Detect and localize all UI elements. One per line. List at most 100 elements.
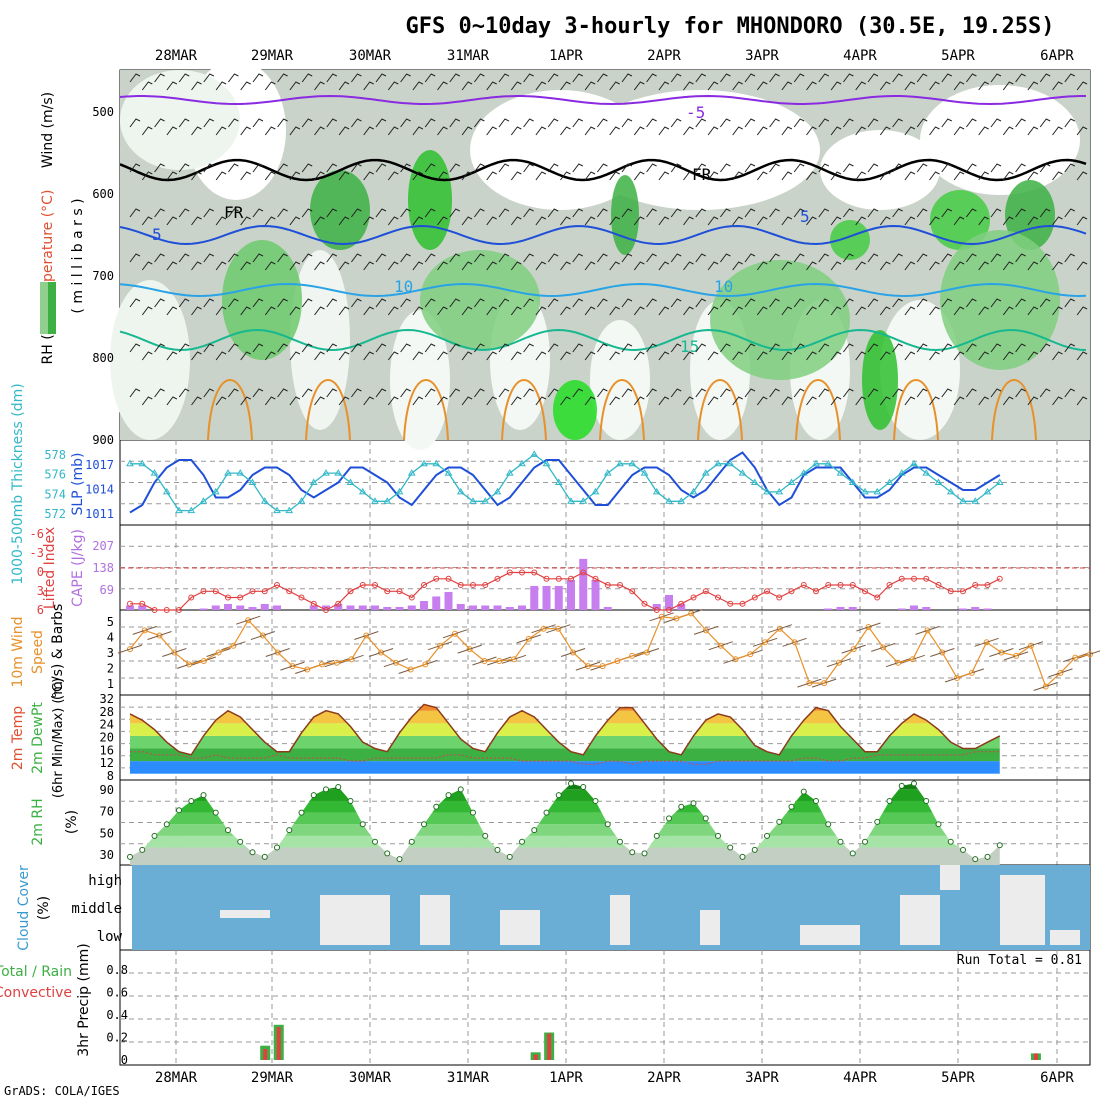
wind-barb	[338, 171, 350, 181]
wind-barb	[301, 253, 313, 263]
wind-barb	[363, 81, 374, 91]
wind-barb	[1076, 306, 1088, 316]
wind-barb	[781, 306, 793, 316]
li-point	[310, 600, 317, 607]
wind-barb	[781, 81, 793, 91]
wind-point	[776, 625, 783, 632]
li-point	[776, 594, 783, 601]
wind-barb	[720, 163, 731, 173]
rh-point	[580, 783, 587, 790]
wind-barb	[756, 216, 768, 226]
wind-barb	[892, 298, 903, 308]
wind-barb	[523, 388, 534, 398]
date-label-top: 6APR	[1040, 48, 1074, 64]
rh-point	[372, 838, 378, 845]
wind-barb	[314, 351, 325, 361]
wind-barb	[867, 163, 879, 173]
wind-barb	[695, 163, 707, 173]
wind-barb	[277, 388, 288, 398]
tick-upper: 900	[92, 433, 114, 447]
wind-barb	[129, 208, 141, 218]
rh-point	[261, 853, 268, 860]
tick-li: -3	[30, 546, 44, 560]
wind-barb	[830, 351, 842, 361]
wind-barb	[523, 208, 534, 218]
upper-light-region	[110, 280, 190, 440]
wind-barb	[129, 73, 141, 83]
wind-barb	[264, 261, 276, 271]
wind-barb	[387, 216, 399, 226]
thickness-point	[297, 497, 306, 504]
li-point	[335, 600, 342, 607]
wind-barb	[129, 253, 141, 263]
wind-barb	[744, 388, 756, 398]
thickness-point	[530, 450, 539, 457]
wind-barb	[892, 388, 903, 398]
wind-barb	[314, 171, 325, 181]
wind-barb	[437, 171, 448, 181]
wind-barb	[830, 171, 842, 181]
wind-barb	[1002, 261, 1014, 271]
rh-point	[800, 788, 807, 795]
wind-barb	[301, 298, 313, 308]
wind-barb	[301, 163, 313, 173]
wind-barb	[843, 298, 854, 308]
wind-barb	[843, 163, 854, 173]
wind-barb	[867, 118, 879, 128]
wind-barb	[289, 351, 301, 361]
wind-barb	[264, 171, 276, 181]
wind-barb	[867, 73, 879, 83]
wind-barb	[560, 351, 571, 361]
wind-barb	[1027, 171, 1039, 181]
wind-barb	[941, 73, 953, 83]
wind-barb	[215, 216, 227, 226]
wind-barb	[178, 298, 190, 308]
tick-rh: 50	[100, 826, 114, 840]
li-point	[788, 588, 795, 595]
rh-point	[506, 853, 513, 860]
wind-barb	[953, 171, 965, 181]
contour-20	[501, 379, 547, 441]
wind-barb	[683, 261, 694, 271]
tick-temp: 12	[100, 756, 114, 770]
wind-barb	[289, 216, 301, 226]
wind-barb	[695, 208, 707, 218]
wind-barb	[178, 208, 190, 218]
rh-point	[996, 842, 1003, 849]
wind-barb	[646, 298, 657, 308]
wind-barb	[301, 343, 313, 353]
date-label-top: 1APR	[549, 48, 583, 64]
wind-barb	[486, 351, 497, 361]
wind-barb	[572, 253, 584, 263]
wind-barb	[990, 208, 1002, 218]
wind-point	[525, 635, 532, 642]
cape-bar	[579, 558, 588, 610]
upper-light-region	[580, 90, 820, 210]
wind-barb	[375, 163, 387, 173]
wind-barb	[609, 126, 620, 136]
wind-barb	[314, 306, 325, 316]
wind-barb	[879, 261, 891, 271]
contour-20	[991, 379, 1037, 441]
wind-barb	[449, 118, 461, 128]
wind-barb	[351, 73, 362, 83]
wind-barb	[240, 261, 251, 271]
wind-barb	[941, 298, 953, 308]
wind-barb	[1027, 306, 1039, 316]
tick-cape: 138	[92, 561, 114, 575]
rh-point	[519, 838, 525, 845]
wind-barb	[240, 306, 251, 316]
wind-barb	[732, 216, 743, 226]
wind-barb	[523, 163, 534, 173]
cape-bar	[554, 585, 563, 610]
wind-barb	[892, 163, 903, 173]
wind-ylabel-3: (m/s) & Barbs	[50, 604, 66, 701]
rh-point	[359, 821, 366, 828]
wind-barb	[646, 118, 657, 128]
wind-barb	[141, 216, 153, 226]
wind-barb	[904, 306, 916, 316]
wind-barb	[584, 126, 596, 136]
wind-barb	[560, 216, 571, 226]
wind-barb	[400, 208, 411, 218]
wind-barb	[400, 343, 411, 353]
